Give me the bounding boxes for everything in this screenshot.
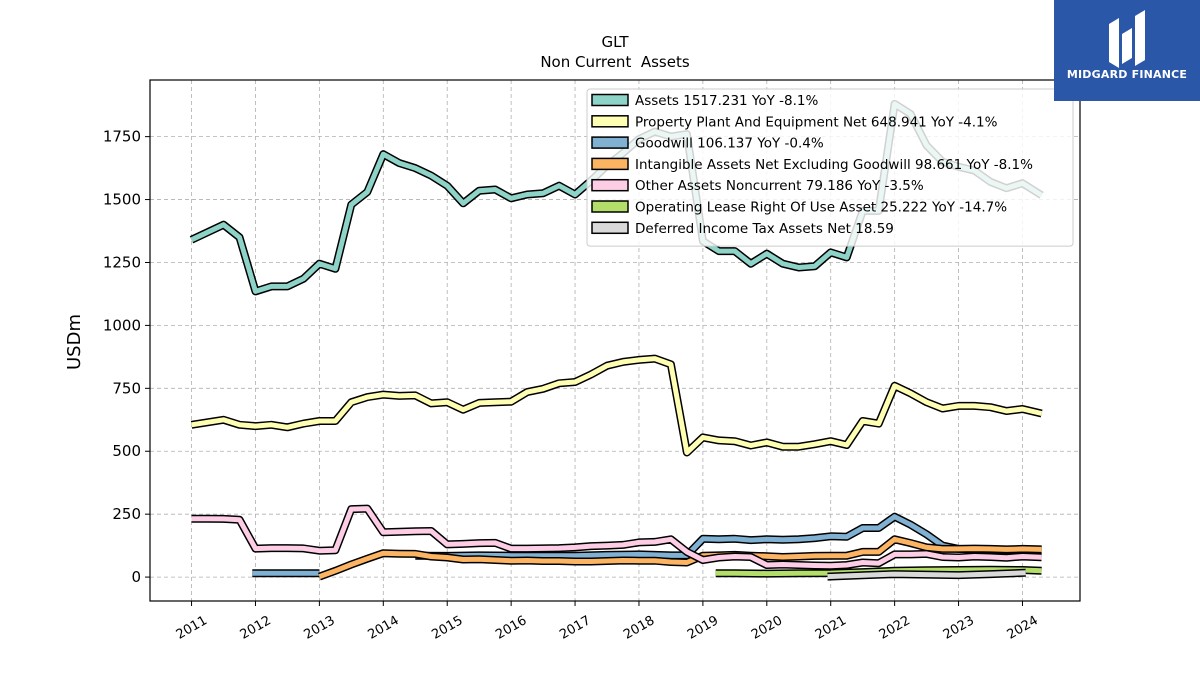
x-tick-label: 2024 — [1005, 613, 1041, 643]
y-tick-label: 1000 — [103, 316, 141, 334]
legend-item-4: Intangible Assets Net Excluding Goodwill… — [591, 157, 1033, 173]
legend-item-6: Operating Lease Right Of Use Asset 25.22… — [591, 200, 1007, 216]
legend-label: Assets 1517.231 YoY -8.1% — [635, 93, 819, 109]
series-line — [191, 356, 1043, 455]
series-7 — [827, 568, 1026, 581]
x-tick-label: 2015 — [429, 613, 465, 643]
brand-name: MIDGARD FINANCE — [1066, 68, 1188, 81]
x-tick-label: 2021 — [813, 613, 849, 643]
series-5 — [191, 504, 1042, 570]
legend-label: Deferred Income Tax Assets Net 18.59 — [635, 221, 894, 237]
legend-label: Other Assets Noncurrent 79.186 YoY -3.5% — [635, 178, 924, 194]
y-tick-label: 1500 — [103, 191, 141, 209]
legend-swatch — [591, 115, 629, 128]
legend-swatch — [591, 178, 629, 192]
x-tick-label: 2013 — [302, 613, 338, 643]
x-tick-label: 2014 — [365, 613, 401, 643]
y-tick-label: 1750 — [103, 128, 141, 146]
x-tick-label: 2022 — [877, 613, 913, 643]
legend-swatch — [591, 93, 629, 107]
legend-box — [586, 88, 1074, 247]
legend-item-5: Other Assets Noncurrent 79.186 YoY -3.5% — [591, 178, 924, 194]
brand-logo-icon — [1109, 10, 1145, 68]
legend-swatch — [591, 200, 629, 213]
legend-swatch — [591, 136, 629, 149]
y-tick-label: 750 — [112, 379, 141, 397]
legend-item-2: Property Plant And Equipment Net 648.941… — [591, 114, 998, 130]
series-line — [191, 506, 1042, 569]
series-line — [318, 536, 1042, 579]
legend-item-1: Assets 1517.231 YoY -8.1% — [591, 93, 819, 109]
x-tick-label: 2018 — [621, 613, 657, 643]
y-tick-label: 1250 — [103, 253, 141, 271]
x-tick-label: 2019 — [685, 613, 721, 643]
x-tick-label: 2011 — [174, 613, 210, 643]
x-tick-label: 2023 — [941, 613, 977, 643]
legend-label: Intangible Assets Net Excluding Goodwill… — [635, 157, 1033, 173]
chart-subtitle: Non Current Assets — [540, 53, 690, 71]
legend-label: Goodwill 106.137 YoY -0.4% — [635, 136, 824, 152]
legend-item-3: Goodwill 106.137 YoY -0.4% — [591, 136, 824, 152]
legend-label: Property Plant And Equipment Net 648.941… — [635, 114, 998, 130]
series-line — [827, 570, 1026, 580]
y-axis-label: USDm — [64, 314, 85, 370]
y-tick-label: 500 — [112, 442, 141, 460]
series-4 — [318, 535, 1042, 581]
plot-frame — [149, 79, 1081, 602]
legend-label: Operating Lease Right Of Use Asset 25.22… — [635, 200, 1007, 216]
y-tick-label: 250 — [112, 505, 141, 523]
x-tick-label: 2016 — [493, 613, 529, 643]
x-tick-label: 2020 — [749, 613, 785, 643]
y-tick-label: 0 — [131, 568, 141, 586]
legend-item-7: Deferred Income Tax Assets Net 18.59 — [591, 221, 894, 237]
x-tick-label: 2012 — [238, 613, 274, 643]
legend-swatch — [591, 157, 629, 171]
legend-swatch — [591, 221, 629, 235]
series-2 — [190, 354, 1043, 457]
chart-title: GLT — [601, 33, 629, 51]
x-tick-label: 2017 — [557, 613, 593, 643]
